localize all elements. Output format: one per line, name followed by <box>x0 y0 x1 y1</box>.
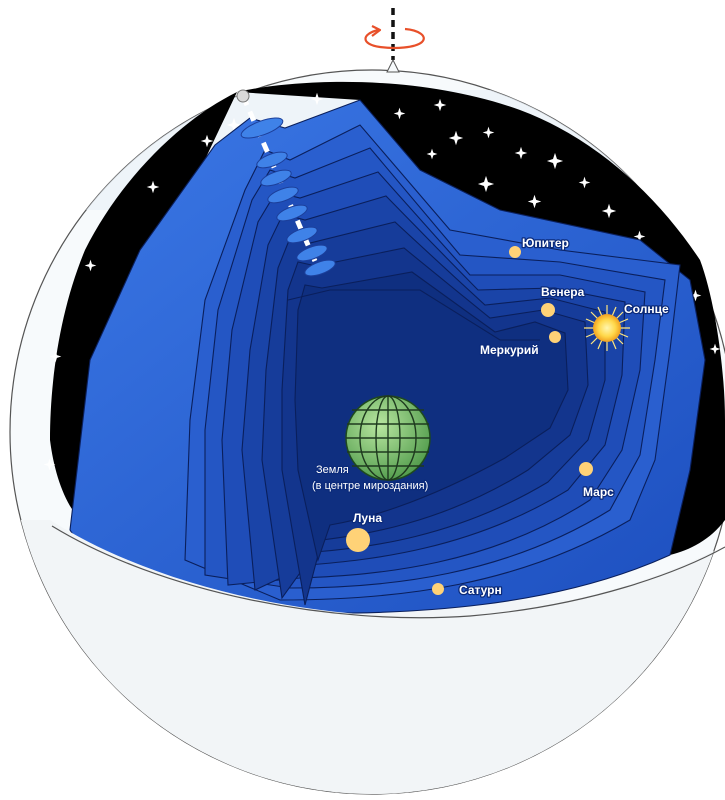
rotation-arrow-icon <box>364 25 425 50</box>
starry-sky-shell <box>50 81 725 556</box>
sun-icon <box>584 305 630 351</box>
mercury-dot <box>549 331 561 343</box>
venus-dot <box>541 303 555 317</box>
moon-dot <box>346 528 370 552</box>
celestial-axis <box>236 89 336 277</box>
saturn-label: Сатурн <box>459 583 502 597</box>
rotation-axis <box>386 8 400 73</box>
sun-label: Солнце <box>624 302 669 316</box>
earth-label-line2: (в центре мироздания) <box>312 480 428 492</box>
mars-label: Марс <box>583 485 614 499</box>
venus-label: Венера <box>541 285 585 299</box>
saturn-dot <box>432 583 444 595</box>
earth-globe-icon <box>345 395 431 481</box>
mars-dot <box>579 462 593 476</box>
moon-label: Луна <box>353 511 382 525</box>
earth-label-line1: Земля <box>316 464 349 476</box>
mercury-label: Меркурий <box>480 343 539 357</box>
jupiter-label: Юпитер <box>522 236 569 250</box>
planetary-spheres <box>69 99 706 614</box>
jupiter-dot <box>509 246 521 258</box>
